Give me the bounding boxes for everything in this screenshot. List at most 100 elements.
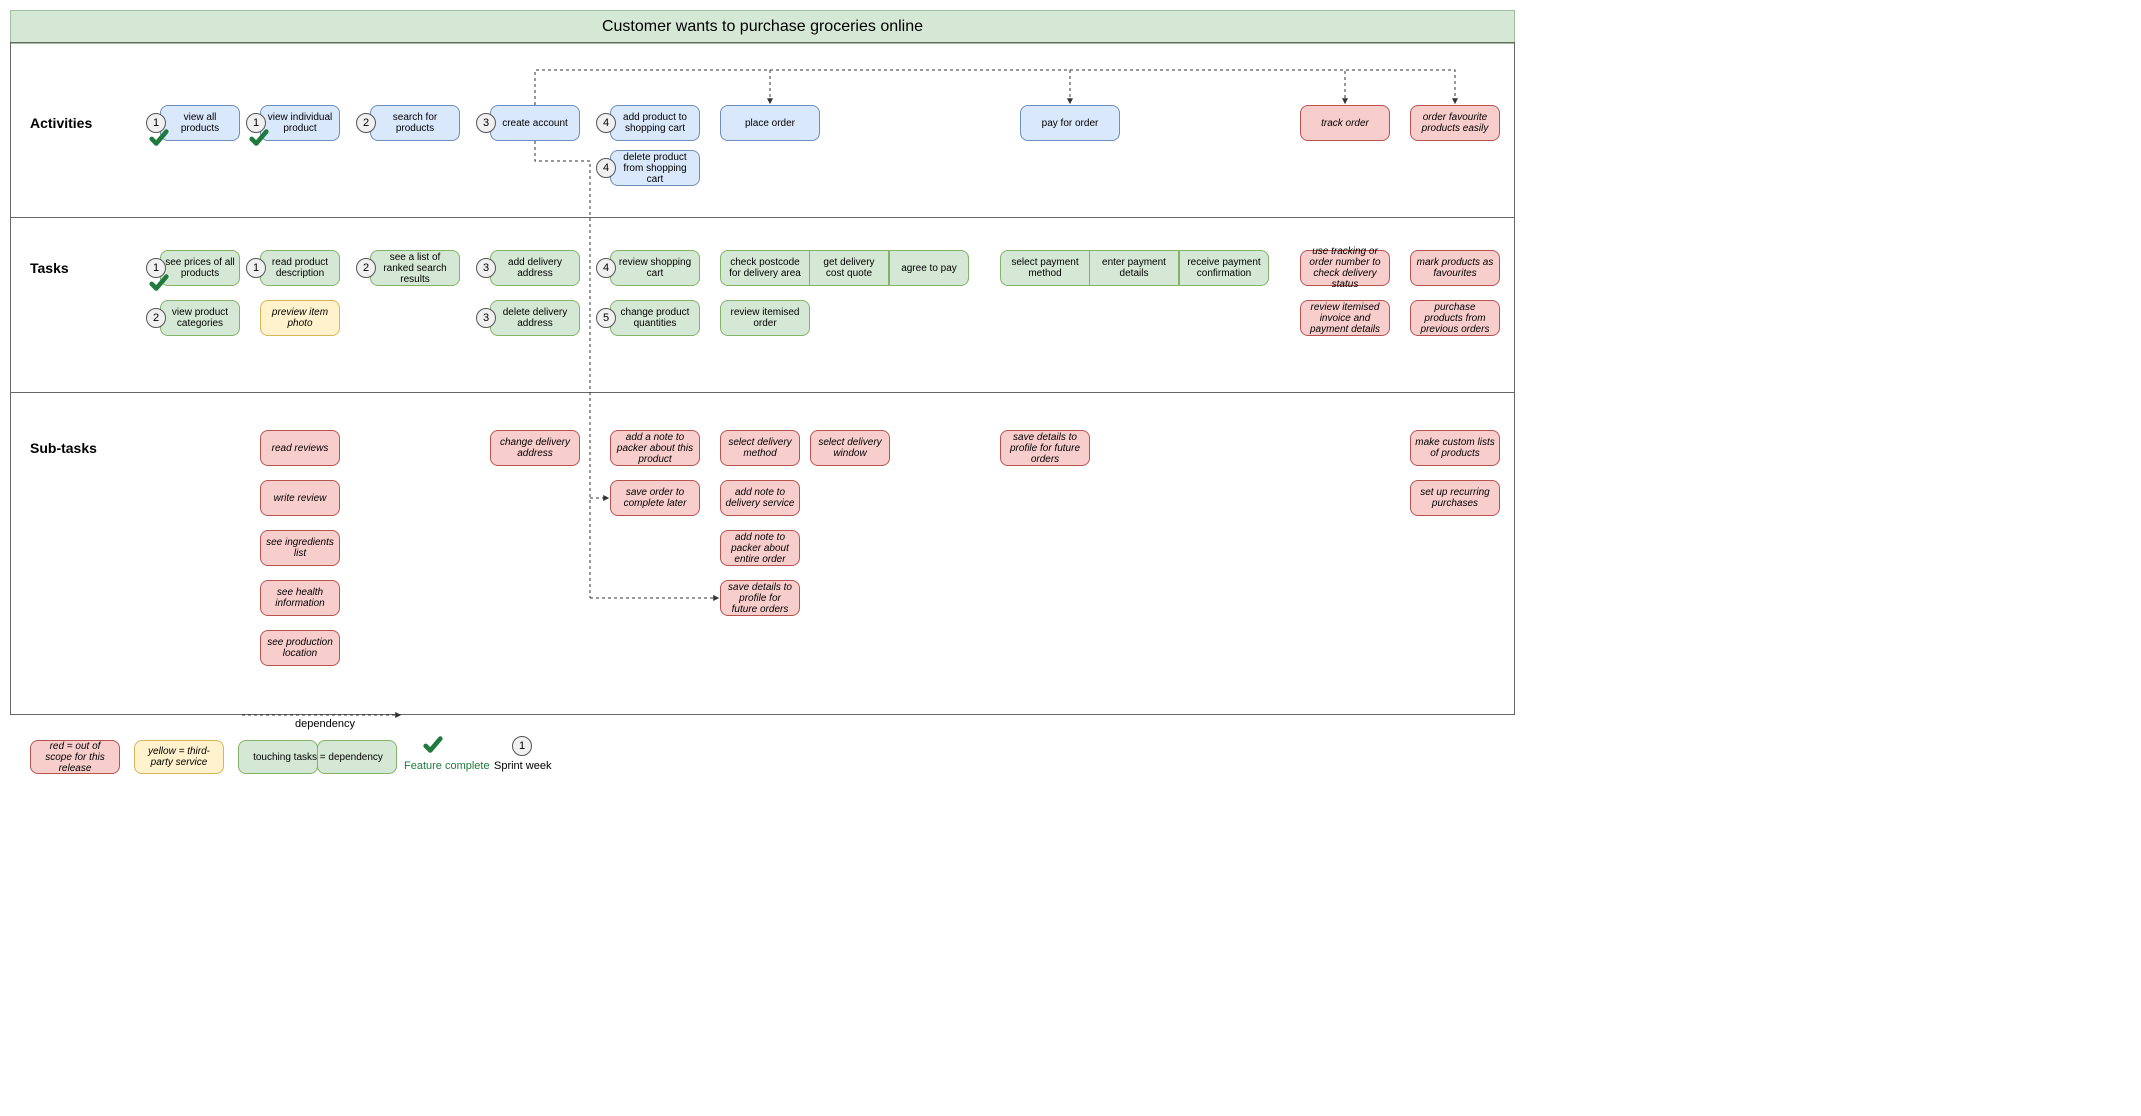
node-s9b: set up recurring purchases (1410, 480, 1500, 516)
sprint-badge: 4 (596, 158, 616, 178)
node-label: delete delivery address (495, 307, 575, 329)
node-s2d: see health information (260, 580, 340, 616)
node-label: delete product from shopping cart (615, 152, 695, 185)
node-t9a: mark products as favourites (1410, 250, 1500, 286)
diagram-stage: Customer wants to purchase groceries onl… (0, 0, 1540, 800)
node-s6b: select delivery window (810, 430, 890, 466)
legend: dependencyred = out of scope for this re… (30, 726, 1515, 786)
sprint-badge: 2 (356, 258, 376, 278)
sprint-badge: 4 (596, 258, 616, 278)
node-s5b: save order to complete later (610, 480, 700, 516)
node-s6a: select delivery method (720, 430, 800, 466)
sprint-badge: 1 (146, 113, 166, 133)
node-label: read product description (265, 257, 335, 279)
legend-sprint-week-label: Sprint week (494, 760, 551, 772)
node-label: purchase products from previous orders (1415, 302, 1495, 335)
node-s6e: save details to profile for future order… (720, 580, 800, 616)
node-label: create account (502, 118, 568, 129)
sprint-badge: 3 (476, 258, 496, 278)
legend-box: yellow = third-party service (134, 740, 224, 774)
node-t8b: review itemised invoice and payment deta… (1300, 300, 1390, 336)
node-label: see a list of ranked search results (375, 252, 455, 285)
node-s6d: add note to packer about entire order (720, 530, 800, 566)
node-s2b: write review (260, 480, 340, 516)
sprint-badge: 3 (476, 113, 496, 133)
node-a7: pay for order (1020, 105, 1120, 141)
node-s2e: see production location (260, 630, 340, 666)
node-label: select delivery method (725, 437, 795, 459)
row-label-tasks: Tasks (30, 260, 69, 276)
node-label: view individual product (265, 112, 335, 134)
node-label: receive payment confirmation (1184, 257, 1264, 279)
node-a2: view individual product (260, 105, 340, 141)
node-label: save details to profile for future order… (725, 582, 795, 615)
node-t4b: delete delivery address (490, 300, 580, 336)
node-label: see ingredients list (265, 537, 335, 559)
node-label: review itemised invoice and payment deta… (1305, 302, 1385, 335)
node-label: write review (274, 493, 327, 504)
node-label: search for products (375, 112, 455, 134)
node-t4: add delivery address (490, 250, 580, 286)
node-label: select delivery window (815, 437, 885, 459)
node-a3: search for products (370, 105, 460, 141)
node-a6: place order (720, 105, 820, 141)
node-label: check postcode for delivery area (725, 257, 805, 279)
node-s2a: read reviews (260, 430, 340, 466)
node-label: add a note to packer about this product (615, 432, 695, 465)
sprint-badge: 2 (146, 308, 166, 328)
node-label: add note to delivery service (725, 487, 795, 509)
node-t5: review shopping cart (610, 250, 700, 286)
node-label: pay for order (1042, 118, 1099, 129)
node-s9a: make custom lists of products (1410, 430, 1500, 466)
node-t2: read product description (260, 250, 340, 286)
node-s5a: add a note to packer about this product (610, 430, 700, 466)
section-divider (10, 392, 1515, 393)
sprint-badge: 2 (356, 113, 376, 133)
node-label: track order (1321, 118, 1369, 129)
node-label: place order (745, 118, 795, 129)
node-label: see production location (265, 637, 335, 659)
node-s4a: change delivery address (490, 430, 580, 466)
legend-checkmark-icon (422, 734, 444, 761)
node-t6a: check postcode for delivery area (720, 250, 810, 286)
row-label-activities: Activities (30, 115, 92, 131)
node-label: use tracking or order number to check de… (1305, 246, 1385, 290)
node-t3: see a list of ranked search results (370, 250, 460, 286)
legend-sprint-badge: 1 (512, 736, 532, 756)
sprint-badge: 1 (146, 258, 166, 278)
node-t1: see prices of all products (160, 250, 240, 286)
sprint-badge: 5 (596, 308, 616, 328)
node-label: preview item photo (265, 307, 335, 329)
node-t2b: preview item photo (260, 300, 340, 336)
node-t6b: get delivery cost quote (809, 250, 889, 286)
node-label: order favourite products easily (1415, 112, 1495, 134)
node-label: mark products as favourites (1415, 257, 1495, 279)
node-label: add note to packer about entire order (725, 532, 795, 565)
node-label: add delivery address (495, 257, 575, 279)
node-label: make custom lists of products (1415, 437, 1495, 459)
sprint-badge: 1 (246, 113, 266, 133)
sprint-badge: 3 (476, 308, 496, 328)
sprint-badge: 4 (596, 113, 616, 133)
node-a1: view all products (160, 105, 240, 141)
row-label-subtasks: Sub-tasks (30, 440, 97, 456)
node-label: save order to complete later (615, 487, 695, 509)
legend-dependency-label: dependency (295, 718, 355, 730)
node-a5b: delete product from shopping cart (610, 150, 700, 186)
node-a5: add product to shopping cart (610, 105, 700, 141)
node-label: add product to shopping cart (615, 112, 695, 134)
node-a4: create account (490, 105, 580, 141)
node-t9b: purchase products from previous orders (1410, 300, 1500, 336)
node-label: get delivery cost quote (814, 257, 884, 279)
node-a8: track order (1300, 105, 1390, 141)
node-label: select payment method (1005, 257, 1085, 279)
node-t7b: enter payment details (1089, 250, 1179, 286)
legend-box: red = out of scope for this release (30, 740, 120, 774)
node-t1b: view product categories (160, 300, 240, 336)
node-t7a: select payment method (1000, 250, 1090, 286)
legend-feature-complete-label: Feature complete (404, 760, 490, 772)
node-t6c: agree to pay (889, 250, 969, 286)
node-label: set up recurring purchases (1415, 487, 1495, 509)
node-t6d: review itemised order (720, 300, 810, 336)
node-s6c: add note to delivery service (720, 480, 800, 516)
